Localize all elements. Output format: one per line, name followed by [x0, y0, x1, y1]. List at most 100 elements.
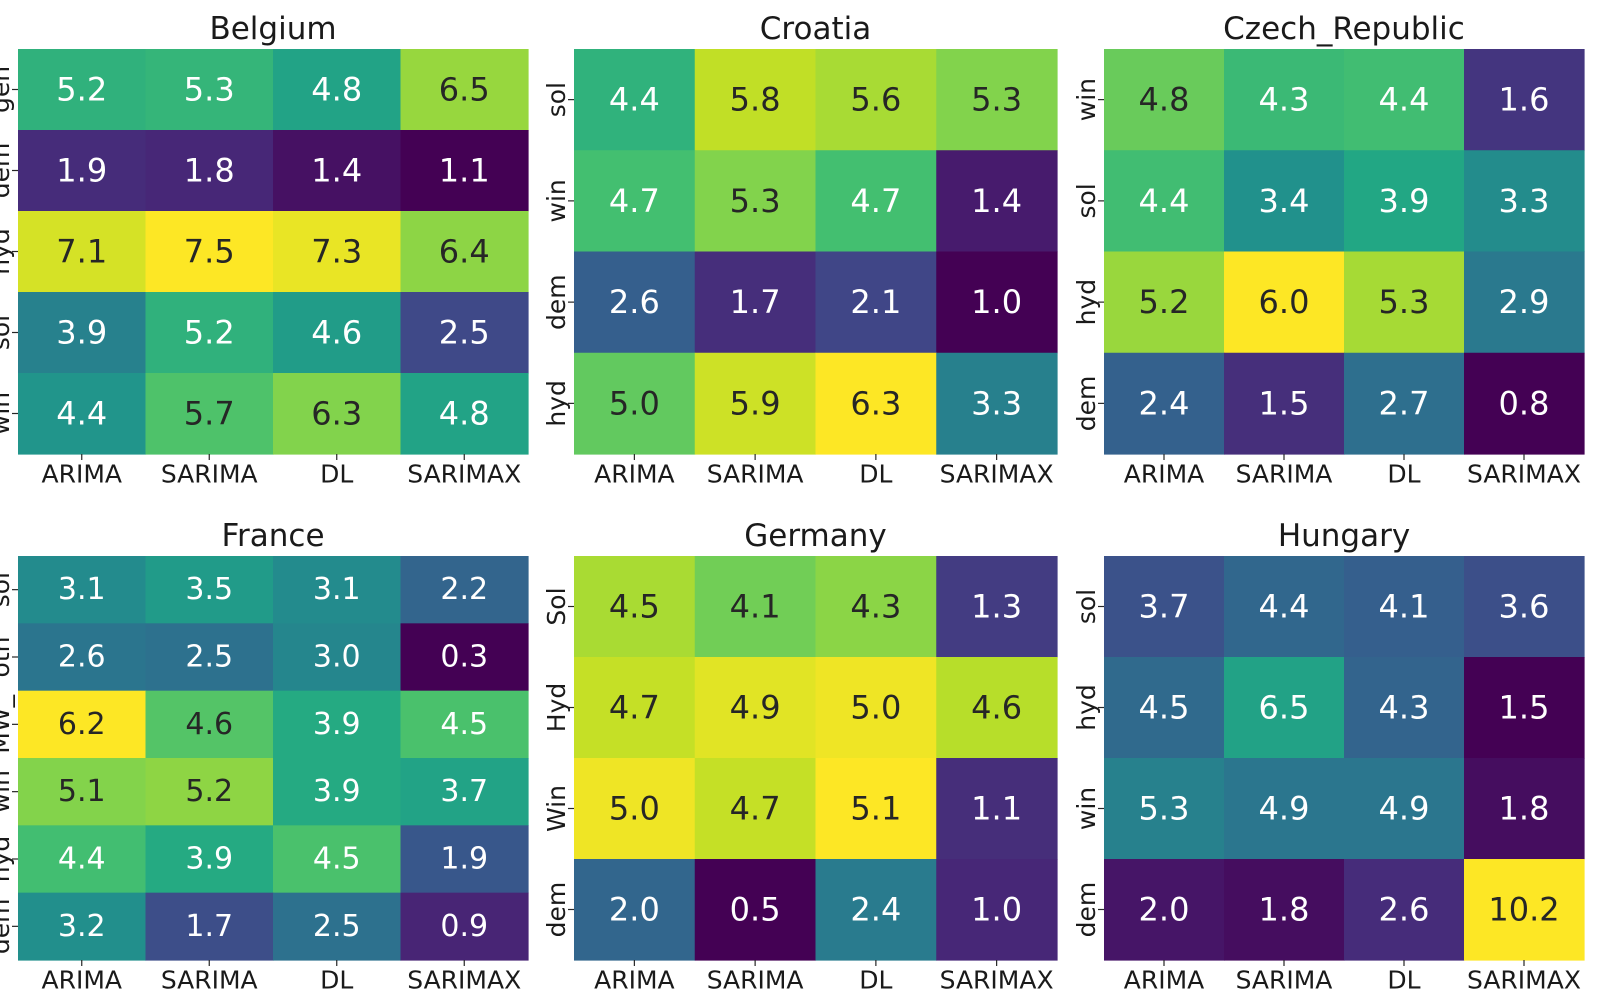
cell-value-label: 3.1	[313, 572, 361, 607]
heatmap-cell	[1104, 657, 1225, 759]
cell-value-label: 4.4	[609, 81, 660, 119]
heatmap-cell	[1464, 352, 1585, 455]
x-tick-label: DL	[859, 459, 892, 488]
heatmap-cell	[18, 373, 147, 455]
x-tick-label: ARIMA	[1124, 965, 1205, 994]
y-tick-label: hyd	[1072, 684, 1101, 731]
panel-title: France	[221, 518, 324, 554]
heatmap-cell	[936, 758, 1058, 860]
heatmap-cell	[936, 251, 1058, 354]
heatmap-cell	[145, 892, 274, 961]
x-tick-label: ARIMA	[594, 965, 675, 994]
cell-value-label: 2.5	[185, 640, 233, 675]
cell-value-label: 3.7	[1139, 588, 1190, 626]
heatmap-cell	[1344, 251, 1465, 354]
cell-value-label: 5.2	[1139, 283, 1190, 321]
x-tick-label: SARIMAX	[940, 965, 1054, 994]
y-tick-label: Sol	[542, 587, 571, 625]
heatmap-cell	[815, 352, 937, 455]
heatmap-cell	[1104, 150, 1225, 253]
heatmap-cell	[400, 211, 529, 293]
y-tick-label: dem	[542, 882, 571, 938]
x-tick-label: SARIMA	[1236, 965, 1333, 994]
cell-value-label: 4.5	[609, 588, 660, 626]
heatmap-cell	[1104, 352, 1225, 455]
heatmap-cell	[1464, 657, 1585, 759]
y-tick-label: hyd	[0, 228, 15, 275]
x-tick-label: ARIMA	[41, 459, 122, 488]
cell-value-label: 1.4	[311, 152, 362, 190]
cell-value-label: 4.7	[609, 182, 660, 220]
cell-value-label: 3.9	[313, 774, 361, 809]
x-tick-label: SARIMA	[707, 965, 804, 994]
heatmap-cell	[694, 556, 817, 658]
cell-value-label: 4.6	[185, 707, 233, 742]
heatmap-cell	[1224, 352, 1345, 455]
y-tick-label: win	[0, 770, 15, 813]
heatmap-cell	[1224, 49, 1345, 151]
heatmap-cell	[936, 556, 1058, 658]
x-tick-label: DL	[1387, 965, 1420, 994]
cell-value-label: 1.0	[971, 891, 1022, 929]
heatmap-cell	[694, 758, 817, 860]
heatmap-panel: Czech_Republic 4.8 4.3 4.4 1.6 4.4 3.4 3.9 3.3 5.…	[1072, 11, 1585, 488]
cell-value-label: 3.4	[1259, 182, 1310, 220]
heatmap-cell	[574, 150, 696, 253]
heatmap-cell	[815, 251, 937, 354]
y-tick-label: dem	[1072, 376, 1101, 432]
cell-value-label: 4.6	[971, 689, 1022, 727]
cell-value-label: 4.7	[730, 790, 781, 828]
y-tick-label: gen	[0, 66, 15, 113]
cell-value-label: 7.3	[311, 233, 362, 271]
heatmap-panel: Hungary 3.7 4.4 4.1 3.6 4.5 6.5 4.3 1.5 5.3 4.9 4.9…	[1072, 518, 1585, 994]
cell-value-label: 6.3	[311, 395, 362, 433]
heatmap-cell	[273, 130, 402, 212]
heatmap-cell	[1224, 556, 1345, 658]
cell-value-label: 1.5	[1259, 384, 1310, 422]
heatmap-cell	[273, 556, 402, 624]
cell-value-label: 4.3	[1379, 689, 1430, 727]
heatmap-cell	[1464, 859, 1585, 961]
heatmap-cell	[145, 758, 274, 826]
y-tick-label: dem	[1072, 882, 1101, 938]
heatmap-cell	[1344, 352, 1465, 455]
heatmap-cell	[273, 690, 402, 759]
cell-value-label: 10.2	[1488, 891, 1559, 929]
cell-value-label: 4.9	[1259, 790, 1310, 828]
heatmap-cell	[18, 556, 147, 624]
cell-value-label: 1.8	[1499, 790, 1550, 828]
heatmap-cell	[145, 623, 274, 692]
cell-value-label: 1.3	[971, 588, 1022, 626]
heatmap-cell	[273, 758, 402, 826]
cell-value-label: 3.9	[56, 314, 107, 352]
cell-value-label: 4.1	[730, 588, 781, 626]
cell-value-label: 6.4	[439, 233, 490, 271]
cell-value-label: 2.5	[313, 909, 361, 944]
heatmap-cell	[400, 556, 529, 624]
cell-value-label: 4.5	[313, 842, 361, 877]
x-tick-label: DL	[859, 965, 892, 994]
cell-value-label: 6.3	[850, 384, 901, 422]
x-tick-label: SARIMA	[707, 459, 804, 488]
heatmap-panel: France 3.1 3.5 3.1 2.2 2.6 2.5 3.0 0.3 6.2 4.6 3.9 4…	[0, 518, 529, 994]
cell-value-label: 0.5	[730, 891, 781, 929]
y-tick-label: dem	[0, 143, 15, 199]
x-tick-label: ARIMA	[1124, 459, 1205, 488]
heatmap-cell	[936, 657, 1058, 759]
cell-value-label: 6.2	[58, 707, 106, 742]
cell-value-label: 3.9	[1379, 182, 1430, 220]
heatmap-cell	[400, 690, 529, 759]
cell-value-label: 3.1	[58, 572, 106, 607]
heatmap-cell	[936, 150, 1058, 253]
y-tick-label: MW_	[0, 694, 15, 753]
heatmap-cell	[18, 623, 147, 692]
heatmap-cell	[815, 556, 937, 658]
cell-value-label: 1.1	[971, 790, 1022, 828]
heatmap-panel: Croatia 4.4 5.8 5.6 5.3 4.7 5.3 4.7 1.4 2.6 1.7 2.1…	[542, 11, 1058, 488]
cell-value-label: 0.9	[440, 909, 488, 944]
y-tick-label: sol	[0, 315, 15, 350]
x-tick-label: SARIMA	[1236, 459, 1333, 488]
cell-value-label: 5.0	[609, 384, 660, 422]
y-tick-label: win	[542, 179, 571, 222]
